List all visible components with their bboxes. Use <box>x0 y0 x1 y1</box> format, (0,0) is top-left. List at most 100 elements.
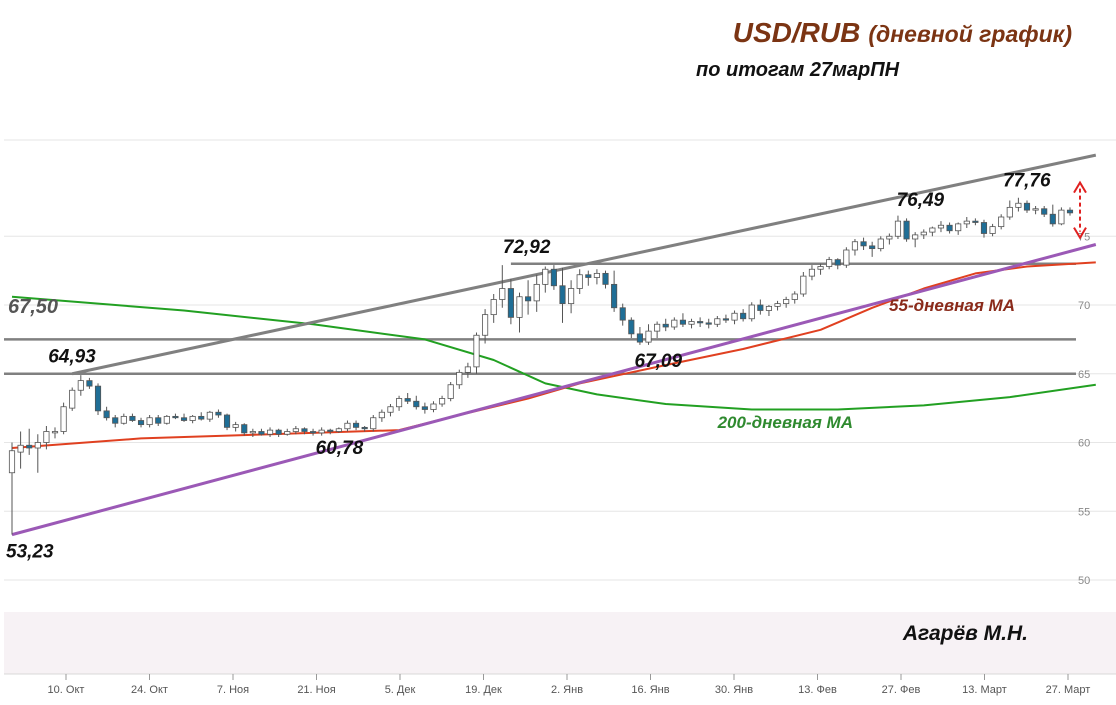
price-annotation: 53,23 <box>6 542 54 563</box>
candle <box>671 317 678 330</box>
candle-body <box>834 259 841 266</box>
candle-body <box>189 415 196 421</box>
candle <box>593 269 600 285</box>
candle-body <box>619 307 626 321</box>
candle <box>886 233 893 245</box>
candle <box>903 218 910 242</box>
candle <box>404 393 411 404</box>
ma55-line <box>11 261 1096 449</box>
candle-body <box>180 417 188 421</box>
candle <box>439 395 446 407</box>
candle-body <box>912 234 919 240</box>
candle-body <box>628 319 635 335</box>
candle-body <box>800 275 807 295</box>
candle <box>826 256 833 270</box>
candle <box>103 406 110 421</box>
candle-body <box>1049 213 1056 225</box>
candle-body <box>714 318 721 325</box>
arrow-head-up <box>1073 180 1087 194</box>
candle <box>980 219 988 238</box>
candle <box>937 221 945 233</box>
candle <box>559 267 566 323</box>
candle <box>464 362 471 378</box>
candle <box>77 375 84 396</box>
candle <box>198 412 205 421</box>
level-label: 67,50 <box>8 296 58 318</box>
candle <box>387 404 394 417</box>
candle-body <box>611 283 618 309</box>
candle-body <box>576 274 583 289</box>
chart-title: USD/RUB (дневной график) <box>733 17 1072 48</box>
candle <box>714 316 721 327</box>
candle <box>26 428 33 455</box>
y-tick-label: 65 <box>1078 369 1090 381</box>
candle-body <box>533 283 540 302</box>
candle-body <box>258 431 265 435</box>
candle-body <box>1006 206 1013 218</box>
candle <box>180 413 188 422</box>
ma55-label: 55-дневная МА <box>889 296 1015 315</box>
candle <box>946 222 953 234</box>
candle <box>163 415 170 425</box>
x-tick-label: 7. Ноя <box>217 684 249 696</box>
candle <box>301 427 308 435</box>
candle <box>473 332 480 374</box>
candle-body <box>309 431 317 434</box>
candle-body <box>1066 209 1074 214</box>
candle <box>568 280 575 314</box>
candle <box>912 232 919 248</box>
candle-body <box>378 411 385 419</box>
candle-body <box>266 429 274 435</box>
price-annotation: 60,78 <box>316 438 364 459</box>
candle <box>223 413 231 431</box>
candle <box>602 270 609 289</box>
candle-body <box>8 450 16 474</box>
candle-body <box>137 420 145 426</box>
candle <box>361 426 368 432</box>
x-tick-label: 24. Окт <box>131 684 168 696</box>
candle-body <box>602 272 609 285</box>
candle-body <box>421 406 428 410</box>
candle <box>17 431 24 469</box>
candle <box>94 383 102 415</box>
candle <box>963 217 970 228</box>
candle <box>327 428 334 435</box>
ma200-layer <box>11 295 1096 411</box>
candle-body <box>112 417 119 424</box>
candle-body <box>387 406 394 413</box>
candle-body <box>232 424 239 428</box>
x-tick-label: 16. Янв <box>631 684 669 696</box>
candle <box>998 214 1005 230</box>
x-tick-label: 27. Март <box>1046 684 1091 696</box>
candle <box>533 274 540 312</box>
candle-body <box>1023 202 1031 211</box>
candle-body <box>636 333 643 343</box>
candle <box>447 382 454 402</box>
candle-body <box>679 319 686 325</box>
candle-body <box>26 444 33 449</box>
candle-body <box>86 380 93 387</box>
candle-body <box>972 220 979 223</box>
candle-body <box>318 429 325 434</box>
candle-body <box>370 417 377 430</box>
candle-body <box>688 321 695 325</box>
candle <box>525 280 532 315</box>
candle <box>1006 200 1013 220</box>
candle <box>877 236 884 252</box>
candle-body <box>352 422 360 428</box>
candle-body <box>241 424 248 434</box>
candle-body <box>791 293 798 300</box>
price-annotation: 64,93 <box>48 347 96 368</box>
candle-body <box>963 220 970 225</box>
candle <box>456 369 463 389</box>
candle-body <box>654 323 661 332</box>
candle-body <box>525 296 532 302</box>
candle-body <box>1041 208 1048 215</box>
candle-body <box>731 312 738 321</box>
candle <box>137 417 145 428</box>
candle-body <box>955 223 962 232</box>
candle-body <box>765 305 773 311</box>
candle <box>929 226 936 237</box>
candle-body <box>1032 208 1039 211</box>
candle <box>507 278 514 325</box>
